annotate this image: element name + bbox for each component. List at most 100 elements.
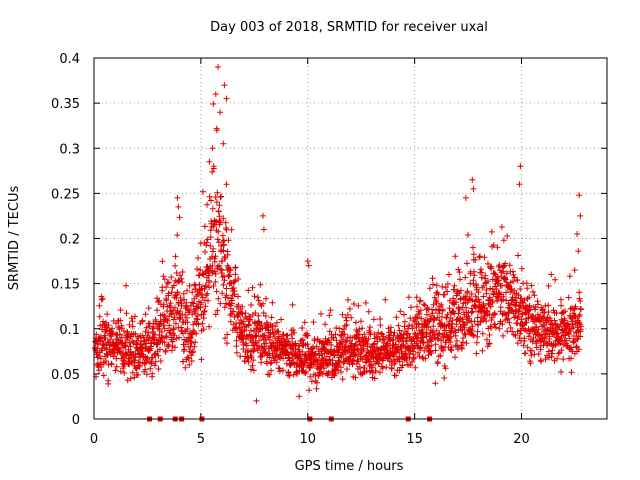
data-point [438,337,445,344]
data-point [445,322,452,329]
y-tick-label: 0.4 [59,52,80,67]
data-point [154,307,160,314]
data-point [232,271,239,278]
data-point [466,315,473,322]
data-point [526,294,533,301]
data-point [419,354,426,361]
data-point [483,318,490,325]
data-point [296,343,303,350]
data-point [574,324,581,331]
data-point [469,176,476,183]
data-point [220,140,227,147]
data-point [396,358,403,365]
data-point [484,336,490,343]
data-point [142,328,149,335]
data-point [336,325,343,332]
data-point [520,300,527,306]
data-point [401,318,408,325]
data-point [446,305,453,312]
data-point [341,331,348,337]
data-point [200,315,207,322]
data-point [97,355,104,362]
data-point [144,355,151,362]
data-point [211,258,218,265]
y-tick-label: 0.35 [51,97,80,112]
data-point [177,272,183,279]
data-point [426,285,433,292]
data-point [413,294,420,301]
data-point [494,274,501,280]
data-point [233,337,240,344]
data-point [266,333,273,340]
data-point [235,293,241,300]
data-point [325,369,332,376]
data-point [224,331,231,338]
data-point [245,358,252,365]
data-point [252,310,259,317]
data-point [558,368,564,375]
data-point [121,369,128,376]
data-point [305,262,312,269]
data-point [417,297,424,304]
data-point [463,340,470,347]
data-point [117,307,124,314]
data-point [331,352,338,359]
data-point [227,312,234,319]
data-point [275,328,282,335]
data-point [455,310,462,317]
data-point [462,331,469,338]
data-point [190,300,197,307]
data-point [489,298,496,305]
data-point [530,288,536,295]
data-point [350,347,357,354]
data-point [425,324,432,331]
data-point [214,189,221,196]
grid-lines [94,58,607,419]
data-points [92,64,585,404]
data-point [428,350,435,357]
data-point [488,228,495,235]
data-point [188,358,195,364]
data-point [391,353,397,360]
data-point [217,266,224,273]
data-point [104,311,111,318]
data-point [200,188,206,195]
data-point [263,319,270,326]
data-point [260,332,267,339]
data-point [306,354,313,361]
data-point [354,345,361,352]
data-point [420,334,427,341]
data-point [170,282,177,289]
data-point [263,295,269,302]
data-point [210,283,217,289]
data-point [538,358,545,365]
data-point [214,307,221,314]
data-point [242,310,249,317]
data-point [340,351,346,358]
data-point [396,327,403,334]
data-point [99,295,106,302]
data-point [517,163,524,170]
data-point [379,365,386,372]
data-point [212,253,219,260]
data-point [453,337,460,344]
data-point [258,353,265,360]
data-point [299,336,306,343]
data-point [216,202,223,209]
data-point [482,272,489,279]
data-point [485,260,491,267]
data-point [506,262,513,269]
data-point [461,330,468,337]
data-point [561,317,568,324]
data-point [565,331,572,338]
data-point [452,354,458,361]
data-point [178,300,185,307]
data-point [160,301,167,308]
data-point [371,375,378,382]
data-point [112,367,119,374]
data-point [186,335,193,342]
data-point [434,335,441,342]
data-point [441,291,448,298]
data-point [202,249,208,255]
data-point [408,304,414,311]
